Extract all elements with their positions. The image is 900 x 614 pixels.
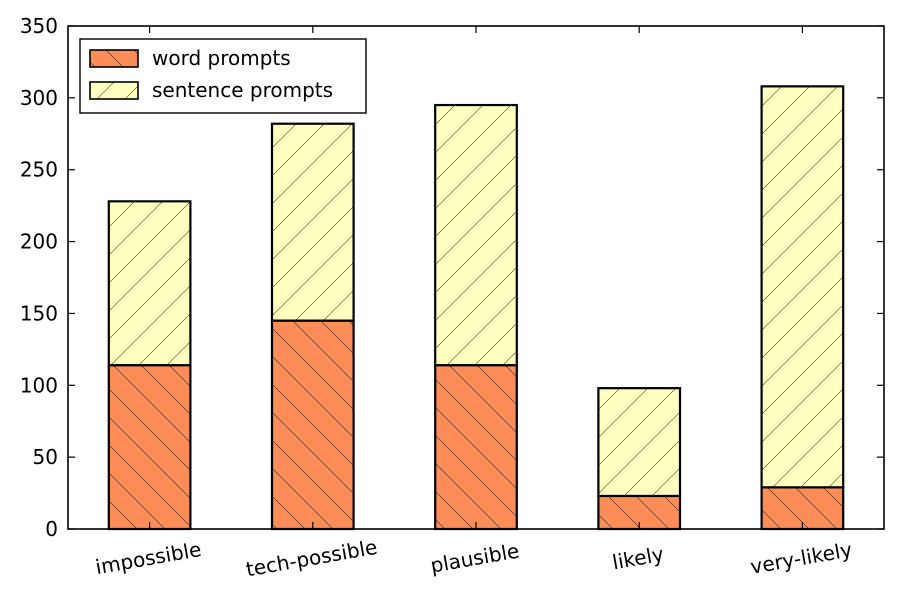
bar-hatch <box>272 123 354 321</box>
x-tick-label: tech-possible <box>244 535 379 582</box>
bar-outline <box>107 200 192 367</box>
legend-swatch-hatch <box>90 82 138 99</box>
bars-layer <box>107 85 845 531</box>
y-tick-label: 250 <box>20 158 58 182</box>
bar-hatch <box>435 105 517 366</box>
bar-outline <box>597 387 682 498</box>
bar-hatch <box>435 365 517 529</box>
legend-label: sentence prompts <box>152 78 333 102</box>
legend-item: word prompts <box>89 46 291 70</box>
y-tick-label: 300 <box>20 86 58 110</box>
bar-plausible-series-0 <box>434 364 518 531</box>
x-tick-label: impossible <box>94 537 203 579</box>
legend-label: word prompts <box>152 46 291 70</box>
x-tick-label: plausible <box>429 538 522 577</box>
bar-likely-series-0 <box>597 494 682 531</box>
bar-hatch <box>108 365 191 529</box>
bar-hatch <box>598 388 680 496</box>
bar-outline <box>270 122 355 322</box>
bar-very-likely-series-1 <box>760 85 845 489</box>
y-tick-label: 150 <box>20 301 58 325</box>
bar-plausible-series-1 <box>434 103 518 367</box>
legend-swatch-hatch <box>90 50 138 67</box>
y-tick-label: 50 <box>33 445 58 469</box>
bar-hatch <box>761 86 844 488</box>
bar-impossible-series-0 <box>107 364 192 531</box>
bar-likely-series-1 <box>597 387 682 498</box>
bar-outline <box>760 85 845 489</box>
x-tick-label: likely <box>610 542 665 575</box>
bar-hatch <box>108 201 191 366</box>
bar-impossible-series-1 <box>107 200 192 367</box>
bar-hatch <box>272 320 354 529</box>
legend: word prompts sentence prompts <box>79 38 367 114</box>
legend-swatch-outline <box>89 81 139 100</box>
bar-tech-possible-series-0 <box>270 319 355 531</box>
bar-outline <box>434 103 518 367</box>
y-tick-label: 100 <box>20 373 58 397</box>
y-tick-label: 350 <box>20 14 58 38</box>
x-tick-label: very-likely <box>749 537 855 579</box>
bar-tech-possible-series-1 <box>270 122 355 322</box>
y-tick-label: 200 <box>20 230 58 254</box>
legend-item: sentence prompts <box>89 78 333 102</box>
legend-swatch-outline <box>89 49 139 68</box>
y-tick-label: 0 <box>45 517 58 541</box>
